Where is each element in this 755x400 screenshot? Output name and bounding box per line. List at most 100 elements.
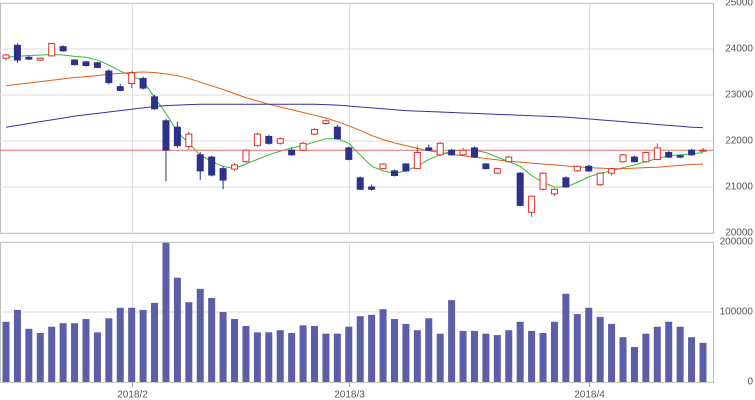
candle-body (322, 120, 330, 125)
volume-bar (562, 293, 570, 382)
volume-bar (642, 333, 650, 382)
volume-bar (48, 326, 56, 382)
candle-body (505, 156, 513, 163)
volume-bar (162, 242, 170, 382)
candle-body (436, 142, 444, 156)
candle-body (311, 129, 319, 135)
volume-bar (93, 332, 101, 382)
candle-body (493, 168, 501, 174)
candle-body (71, 59, 79, 66)
candle-body (642, 152, 650, 163)
volume-bar (379, 309, 387, 382)
volume-bar (699, 342, 707, 382)
volume-bar (322, 333, 330, 382)
candle-body (299, 142, 307, 151)
candle-body (219, 168, 227, 181)
candle-body (185, 133, 193, 148)
volume-bar (608, 323, 616, 382)
volume-bar (368, 314, 376, 382)
volume-bar (288, 333, 296, 382)
volume-bar (356, 316, 364, 382)
candle-body (516, 172, 524, 206)
candle-body (550, 188, 558, 195)
volume-bar (448, 300, 456, 382)
candle-body (619, 154, 627, 163)
moving-average-line (5, 103, 704, 129)
candle-body (528, 195, 536, 213)
candle-body (242, 149, 250, 163)
volume-bar (105, 318, 113, 382)
x-tick-label: 2018/3 (334, 390, 365, 400)
volume-bar (425, 318, 433, 382)
candle-body (573, 165, 581, 172)
volume-bar (71, 323, 79, 382)
candle-body (253, 133, 261, 147)
volume-bar (196, 288, 204, 382)
volume-bar (242, 326, 250, 382)
volume-bar (688, 337, 696, 382)
candle-body (173, 126, 181, 147)
volume-bar (151, 302, 159, 382)
volume-bar (345, 326, 353, 382)
volume-bar (185, 302, 193, 382)
volume-bar (459, 330, 467, 382)
candle-body (630, 156, 638, 163)
volume-bar (596, 316, 604, 382)
candle-body (356, 177, 364, 190)
candle-body (676, 155, 684, 158)
volume-bar (402, 323, 410, 382)
y-tick-label: 22000 (725, 136, 753, 147)
volume-bar (208, 298, 216, 382)
volume-bar (25, 328, 33, 382)
price-frame (0, 3, 714, 234)
y-tick-label: 0 (747, 377, 753, 388)
candle-body (82, 61, 90, 67)
volume-bar (482, 333, 490, 382)
volume-bar (276, 330, 284, 382)
candle-body (368, 186, 376, 190)
volume-bar (550, 321, 558, 382)
candle-body (59, 46, 67, 52)
candle-body (13, 44, 21, 61)
candle-body (162, 120, 170, 151)
candle-body (653, 147, 661, 160)
volume-bar (231, 319, 239, 382)
volume-bar (36, 333, 44, 382)
candle-body (608, 168, 616, 174)
volume-bar (59, 323, 67, 382)
candle-body (345, 147, 353, 160)
volume-bar (665, 321, 673, 382)
volume-bar (539, 333, 547, 382)
volume-bar (13, 309, 21, 382)
volume-bar (528, 330, 536, 382)
candle-body (562, 177, 570, 188)
candle-body (276, 138, 284, 144)
volume-bar (619, 337, 627, 382)
y-tick-label: 21000 (725, 182, 753, 193)
x-tick-label: 2018/4 (574, 390, 605, 400)
y-tick-label: 100000 (720, 307, 754, 318)
volume-bar (253, 332, 261, 382)
x-tick-label: 2018/2 (117, 390, 148, 400)
volume-bar (299, 325, 307, 382)
volume-bar (630, 347, 638, 382)
candle-body (688, 149, 696, 156)
volume-bar (505, 330, 513, 382)
candle-body (539, 172, 547, 190)
volume-bar (265, 332, 273, 382)
y-tick-label: 20000 (725, 228, 753, 239)
candle-body (470, 147, 478, 158)
candle-body (333, 126, 341, 140)
volume-bar (676, 326, 684, 382)
volume-bar (116, 307, 124, 382)
candle-body (151, 96, 159, 110)
candle-body (413, 152, 421, 170)
volume-bar (2, 321, 10, 382)
candle-body (448, 149, 456, 156)
volume-bar (139, 309, 147, 382)
candle-body (25, 56, 33, 60)
candle-body (36, 57, 44, 61)
y-tick-label: 200000 (720, 237, 754, 248)
candle-body (402, 163, 410, 172)
